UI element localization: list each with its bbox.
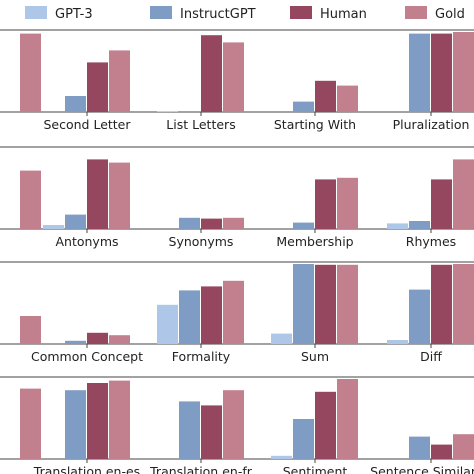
x-tick-label: Pluralization bbox=[393, 117, 470, 132]
legend-entry: GPT-3 bbox=[25, 6, 93, 22]
bar bbox=[20, 316, 41, 344]
bar bbox=[109, 162, 130, 229]
bar bbox=[109, 380, 130, 459]
bar bbox=[65, 96, 86, 112]
x-tick-label: Sentiment bbox=[283, 464, 348, 474]
bar bbox=[337, 379, 358, 459]
panel-4: Translation en-es Translation en-fr Sentim… bbox=[0, 376, 474, 474]
x-tick-label: Sentence Similarity bbox=[370, 464, 474, 474]
bar bbox=[453, 159, 474, 229]
bar bbox=[409, 221, 430, 229]
bar bbox=[337, 85, 358, 112]
x-tick-label: Sum bbox=[301, 349, 329, 364]
x-tick-label: Membership bbox=[276, 234, 353, 249]
bar bbox=[87, 159, 108, 229]
bar bbox=[223, 42, 244, 112]
bar bbox=[293, 222, 314, 229]
legend-swatch bbox=[405, 6, 427, 19]
legend-label: GPT-3 bbox=[55, 7, 93, 22]
legend-entry: Gold bbox=[405, 6, 465, 22]
x-tick-label: Rhymes bbox=[406, 234, 456, 249]
x-tick-label: Second Letter bbox=[43, 117, 131, 132]
bar bbox=[293, 101, 314, 112]
chart-panels: Second Letter List Letters Starting With Pl… bbox=[0, 29, 474, 474]
bar bbox=[223, 280, 244, 344]
panel-2: Antonyms Synonyms Membership Rhymes bbox=[0, 146, 474, 249]
bar bbox=[20, 170, 41, 229]
bar bbox=[157, 304, 178, 344]
x-tick-label: List Letters bbox=[166, 117, 235, 132]
bar bbox=[293, 419, 314, 459]
bar bbox=[65, 214, 86, 229]
bar bbox=[87, 62, 108, 112]
bar bbox=[453, 264, 474, 344]
legend-swatch bbox=[25, 6, 47, 19]
bar bbox=[223, 390, 244, 459]
legend-swatch bbox=[150, 6, 172, 19]
bar bbox=[201, 405, 222, 459]
bar bbox=[20, 33, 41, 112]
legend-label: Human bbox=[320, 7, 367, 22]
bar bbox=[431, 179, 452, 229]
bar bbox=[293, 264, 314, 344]
bar bbox=[453, 32, 474, 112]
bar bbox=[157, 111, 178, 112]
bar bbox=[201, 218, 222, 229]
legend-label: InstructGPT bbox=[180, 7, 256, 22]
bar bbox=[315, 80, 336, 112]
bar bbox=[337, 264, 358, 344]
bar bbox=[271, 333, 292, 344]
bar bbox=[109, 50, 130, 112]
bar bbox=[179, 401, 200, 459]
bar bbox=[223, 217, 244, 229]
x-tick-label: Synonyms bbox=[169, 234, 234, 249]
bar bbox=[65, 340, 86, 344]
bar bbox=[179, 290, 200, 344]
bar bbox=[409, 436, 430, 459]
bar bbox=[409, 289, 430, 344]
x-tick-label: Translation en-fr bbox=[149, 464, 253, 474]
x-tick-label: Starting With bbox=[274, 117, 356, 132]
bar bbox=[315, 264, 336, 344]
bar bbox=[65, 390, 86, 459]
bar bbox=[315, 179, 336, 229]
legend-entry: InstructGPT bbox=[150, 6, 256, 22]
bar bbox=[87, 383, 108, 459]
x-tick-label: Translation en-es bbox=[33, 464, 140, 474]
panel-3: Common Concept Formality Sum Diff bbox=[0, 261, 474, 364]
bar bbox=[431, 264, 452, 344]
bar bbox=[271, 455, 292, 459]
bar bbox=[315, 391, 336, 459]
legend-label: Gold bbox=[435, 7, 465, 22]
bar bbox=[201, 35, 222, 113]
bar bbox=[179, 217, 200, 229]
bar bbox=[87, 332, 108, 344]
legend-swatch bbox=[290, 6, 312, 19]
legend-entry: Human bbox=[290, 6, 367, 22]
x-tick-label: Diff bbox=[420, 349, 442, 364]
x-tick-label: Formality bbox=[172, 349, 231, 364]
bar bbox=[201, 286, 222, 344]
bar bbox=[431, 444, 452, 459]
bar bbox=[109, 335, 130, 344]
x-tick-label: Common Concept bbox=[31, 349, 143, 364]
legend: GPT-3 InstructGPT Human Gold bbox=[25, 6, 465, 22]
bar bbox=[20, 388, 41, 459]
x-tick-label: Antonyms bbox=[55, 234, 118, 249]
bar bbox=[43, 225, 64, 229]
bar bbox=[431, 33, 452, 112]
bar bbox=[409, 33, 430, 112]
bar bbox=[337, 177, 358, 229]
bar bbox=[453, 434, 474, 459]
bar bbox=[387, 223, 408, 229]
panel-1: Second Letter List Letters Starting With Pl… bbox=[0, 29, 474, 132]
bar bbox=[387, 340, 408, 344]
